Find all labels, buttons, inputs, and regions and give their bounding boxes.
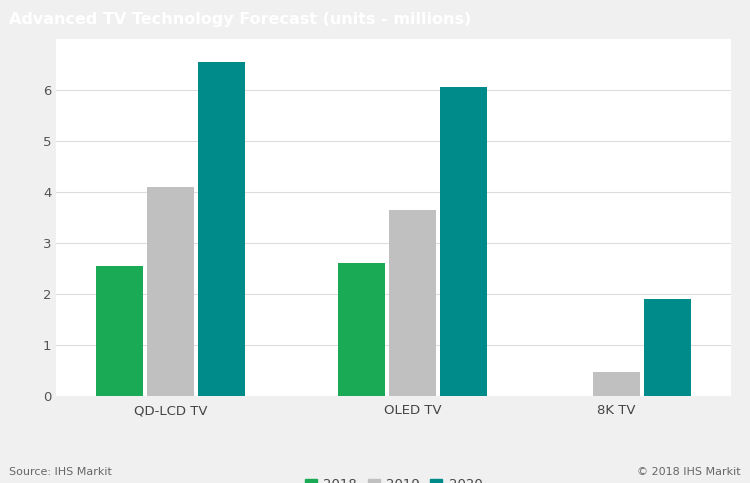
Bar [644,299,691,396]
Legend: 2018, 2019, 2020: 2018, 2019, 2020 [299,473,488,483]
Bar [440,87,488,396]
Bar [148,187,194,396]
Bar [338,263,386,396]
Bar [97,266,143,396]
Text: © 2018 IHS Markit: © 2018 IHS Markit [638,467,741,477]
Bar [593,371,640,396]
Bar [199,62,245,396]
Text: Source: IHS Markit: Source: IHS Markit [9,467,112,477]
Text: Advanced TV Technology Forecast (units - millions): Advanced TV Technology Forecast (units -… [9,12,471,28]
Bar [389,210,436,396]
